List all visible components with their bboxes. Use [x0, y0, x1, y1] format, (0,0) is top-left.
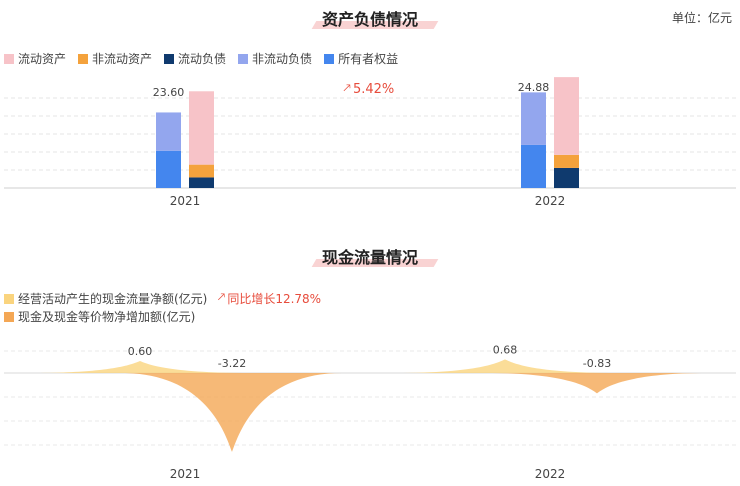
- legend-swatch: [78, 53, 89, 64]
- bar-segment: [189, 91, 214, 165]
- legend-swatch: [324, 53, 335, 64]
- legend-label: 所有者权益: [338, 52, 399, 66]
- balance-growth: 🡕 5.42%: [343, 79, 394, 100]
- up-arrow-icon: 🡕: [217, 290, 226, 304]
- x-tick-label: 2021: [170, 467, 201, 481]
- x-tick-label: 2022: [535, 194, 566, 208]
- bar-segment: [189, 164, 214, 178]
- area-mark: [487, 373, 707, 394]
- bar-segment: [554, 77, 579, 155]
- cashflow-legend-2: 现金及现金等价物净增加额(亿元): [4, 308, 195, 325]
- balance-title: 资产负债情况: [311, 6, 439, 30]
- legend-swatch: [4, 311, 14, 322]
- legend-label: 非流动负债: [252, 52, 313, 66]
- cashflow-title: 现金流量情况: [311, 244, 439, 268]
- legend-swatch: [164, 53, 175, 64]
- legend-item[interactable]: 非流动负债: [238, 50, 312, 67]
- bar-segment: [554, 154, 579, 168]
- area-mark: [30, 361, 250, 373]
- data-label: -0.83: [583, 357, 611, 370]
- up-arrow-icon: 🡕: [343, 81, 351, 95]
- cashflow-growth: 🡕 同比增长12.78%: [217, 288, 321, 309]
- balance-chart: 23.60 2021 24.88 2022: [4, 77, 736, 208]
- data-label: 23.60: [153, 86, 185, 99]
- cashflow-growth-label: 同比增长12.78%: [227, 292, 322, 306]
- legend-item[interactable]: 非流动资产: [78, 50, 152, 67]
- cashflow-title-text: 现金流量情况: [321, 248, 418, 267]
- cashflow-chart: 0.60 -3.22 2021 0.68 -0.83 2022: [4, 343, 736, 481]
- legend-label: 流动负债: [178, 52, 227, 66]
- legend-swatch: [238, 53, 249, 64]
- legend-label: 现金及现金等价物净增加额(亿元): [18, 310, 196, 324]
- balance-title-wrap: 资产负债情况: [0, 6, 740, 30]
- bar-segment: [554, 167, 579, 188]
- cashflow-title-wrap: 现金流量情况: [0, 244, 740, 268]
- legend-label: 非流动资产: [92, 52, 153, 66]
- bar-segment: [521, 92, 546, 145]
- legend-item[interactable]: 所有者权益: [324, 50, 398, 67]
- data-label: 0.60: [128, 345, 153, 358]
- data-label: 24.88: [518, 81, 550, 94]
- balance-growth-label: 5.42%: [352, 82, 395, 97]
- x-tick-label: 2021: [170, 194, 201, 208]
- data-label: -3.22: [218, 357, 246, 370]
- legend-item[interactable]: 流动负债: [164, 50, 226, 67]
- x-tick-label: 2022: [535, 467, 566, 481]
- balance-legend: 流动资产 非流动资产 流动负债 非流动负债 所有者权益: [4, 50, 410, 67]
- legend-swatch: [4, 53, 14, 64]
- cashflow-legend-1: 经营活动产生的现金流量净额(亿元) 🡕 同比增长12.78%: [4, 288, 321, 309]
- bar-segment: [189, 177, 214, 188]
- unit-label: 单位：亿元: [671, 11, 732, 25]
- legend-item[interactable]: 流动资产: [4, 50, 66, 67]
- area-mark: [395, 359, 615, 373]
- area-mark: [122, 373, 342, 452]
- data-label: 0.68: [493, 343, 518, 356]
- balance-title-text: 资产负债情况: [321, 10, 418, 29]
- legend-swatch: [4, 293, 14, 304]
- bar-segment: [156, 112, 181, 151]
- bar-segment: [156, 150, 181, 188]
- legend-label: 经营活动产生的现金流量净额(亿元): [18, 292, 208, 306]
- legend-label: 流动资产: [18, 52, 67, 66]
- bar-segment: [521, 144, 546, 188]
